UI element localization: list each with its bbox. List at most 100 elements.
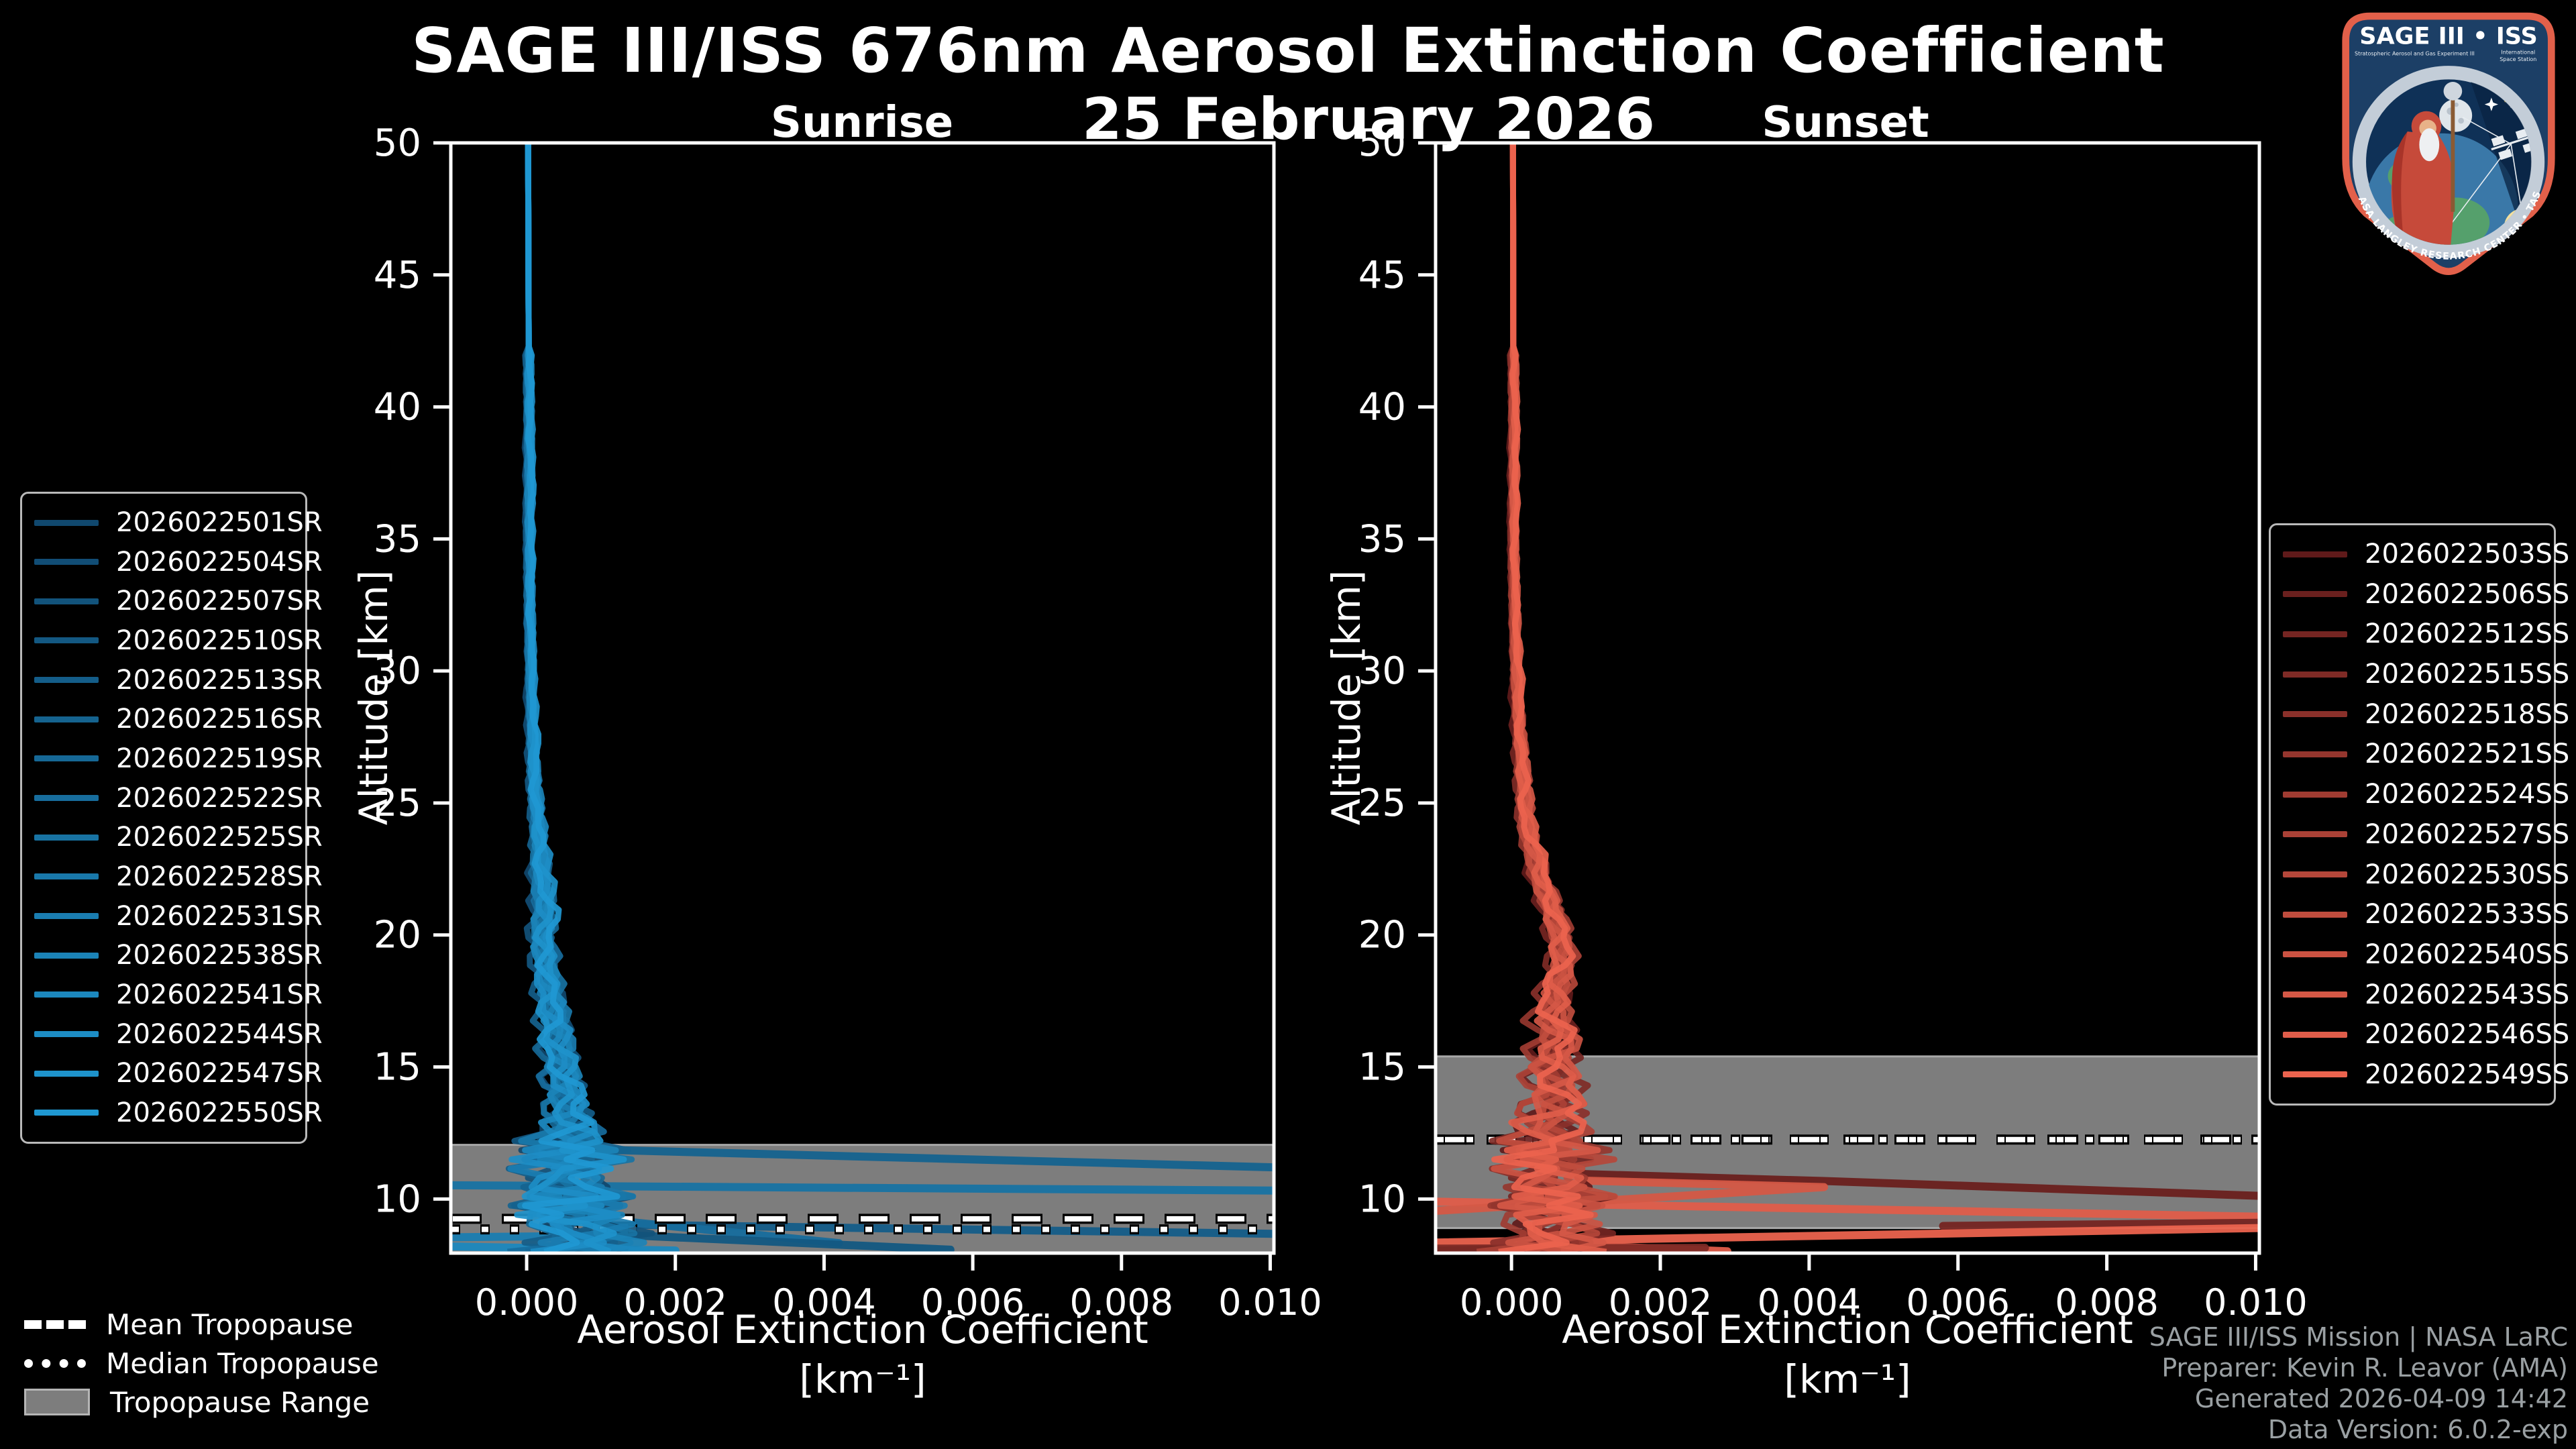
legend-event-id: 2026022503SS xyxy=(2365,539,2570,570)
legend-label: Median Tropopause xyxy=(106,1346,379,1380)
y-tick-label: 40 xyxy=(1358,386,1406,429)
legend-item: 2026022550SR xyxy=(34,1097,323,1128)
legend-item: 2026022549SS xyxy=(2283,1059,2569,1090)
legend-item: 2026022531SR xyxy=(34,901,323,932)
legend-event-id: 2026022538SR xyxy=(116,940,323,971)
legend-line-swatch xyxy=(34,637,99,644)
legend-event-id: 2026022543SS xyxy=(2365,979,2570,1010)
sunset-xaxis-label: Aerosol Extinction Coefficient xyxy=(1562,1307,2133,1352)
legend-item: 2026022510SR xyxy=(34,625,323,656)
sunset-xaxis-unit: [km⁻¹] xyxy=(1784,1356,1911,1402)
plot-frame xyxy=(449,141,1276,1255)
wizard-figure xyxy=(2391,82,2463,245)
patch-subtitle-right-1: International xyxy=(2501,50,2535,56)
legend-event-id: 2026022525SR xyxy=(116,822,323,853)
x-tick-label: 0.006 xyxy=(1906,1281,2010,1324)
legend-event-id: 2026022530SS xyxy=(2365,859,2570,890)
y-tick-label: 30 xyxy=(1358,649,1406,693)
y-tick-label: 30 xyxy=(374,649,421,693)
legend-item: 2026022501SR xyxy=(34,507,323,538)
legend-line-swatch xyxy=(34,519,99,526)
legend-event-id: 2026022547SR xyxy=(116,1058,323,1089)
legend-event-id: 2026022528SR xyxy=(116,861,323,892)
legend-item-median-tropopause: Median Tropopause xyxy=(24,1346,379,1380)
dashed-line-swatch xyxy=(24,1311,86,1338)
outlier-segment xyxy=(1574,1169,2259,1200)
legend-line-swatch xyxy=(34,1031,99,1038)
legend-event-id: 2026022544SR xyxy=(116,1018,323,1050)
legend-line-swatch xyxy=(34,598,99,604)
y-tick-label: 20 xyxy=(1358,914,1406,957)
x-tick-label: 0.002 xyxy=(623,1281,727,1324)
legend-event-id: 2026022541SR xyxy=(116,979,323,1010)
y-tick-label: 35 xyxy=(374,517,421,561)
profile-2026022550SR xyxy=(522,143,621,1253)
x-tick-label: 0.000 xyxy=(475,1281,579,1324)
legend-event-id: 2026022507SR xyxy=(116,586,323,617)
legend-item: 2026022541SR xyxy=(34,979,323,1010)
legend-item: 2026022518SS xyxy=(2283,699,2569,730)
legend-line-swatch xyxy=(34,677,99,684)
legend-line-swatch xyxy=(34,834,99,841)
legend-line-swatch xyxy=(2283,791,2347,798)
legend-item: 2026022538SR xyxy=(34,940,323,971)
legend-event-id: 2026022504SR xyxy=(116,546,323,578)
y-tick-label: 45 xyxy=(374,254,421,297)
y-tick-label: 40 xyxy=(374,386,421,429)
dotted-line-swatch xyxy=(24,1350,86,1377)
plot-frame xyxy=(1434,141,2261,1255)
legend-item: 2026022527SS xyxy=(2283,819,2569,850)
legend-line-swatch xyxy=(2283,1031,2347,1038)
legend-line-swatch xyxy=(2283,1071,2347,1078)
legend-line-swatch xyxy=(2283,871,2347,877)
patch-subtitle-right-2: Space Station xyxy=(2500,56,2536,62)
sunset-plot-area xyxy=(1436,143,2259,1253)
y-tick-label: 15 xyxy=(374,1046,421,1089)
band-swatch xyxy=(24,1389,90,1415)
legend-event-id: 2026022516SR xyxy=(116,704,323,735)
legend-item: 2026022525SR xyxy=(34,822,323,853)
legend-event-id: 2026022510SR xyxy=(116,625,323,656)
legend-item: 2026022507SR xyxy=(34,586,323,616)
legend-event-id: 2026022518SS xyxy=(2365,698,2570,730)
legend-event-id: 2026022533SS xyxy=(2365,899,2570,930)
legend-item: 2026022513SR xyxy=(34,665,323,696)
x-tick-label: 0.002 xyxy=(1609,1281,1713,1324)
legend-event-id: 2026022531SR xyxy=(116,900,323,932)
legend-item: 2026022533SS xyxy=(2283,899,2569,930)
x-tick-label: 0.006 xyxy=(921,1281,1025,1324)
legend-event-id: 2026022540SS xyxy=(2365,938,2570,970)
legend-item: 2026022546SS xyxy=(2283,1019,2569,1050)
legend-line-swatch xyxy=(2283,551,2347,557)
legend-item: 2026022512SS xyxy=(2283,619,2569,649)
legend-item: 2026022521SS xyxy=(2283,739,2569,769)
legend-line-swatch xyxy=(34,716,99,722)
outlier-segment xyxy=(1939,1218,2259,1230)
y-tick-label: 50 xyxy=(374,121,421,165)
legend-line-swatch xyxy=(34,559,99,566)
y-tick-label: 15 xyxy=(1358,1046,1406,1089)
legend-item: 2026022522SR xyxy=(34,783,323,814)
footer-line: Generated 2026-04-09 14:42 xyxy=(2194,1384,2568,1413)
legend-item: 2026022544SR xyxy=(34,1019,323,1050)
legend-event-id: 2026022515SS xyxy=(2365,659,2570,690)
legend-item: 2026022547SR xyxy=(34,1058,323,1089)
legend-item-tropopause-range: Tropopause Range xyxy=(24,1386,379,1419)
legend-line-swatch xyxy=(34,795,99,802)
legend-event-id: 2026022506SS xyxy=(2365,578,2570,610)
legend-event-id: 2026022524SS xyxy=(2365,779,2570,810)
y-tick-label: 35 xyxy=(1358,517,1406,561)
legend-line-swatch xyxy=(2283,991,2347,998)
x-tick-label: 0.000 xyxy=(1460,1281,1564,1324)
x-tick-label: 0.010 xyxy=(1218,1281,1322,1324)
sunset-panel-title: Sunset xyxy=(1762,98,1929,148)
legend-item: 2026022530SS xyxy=(2283,859,2569,890)
legend-line-swatch xyxy=(2283,831,2347,838)
x-tick-label: 0.008 xyxy=(1069,1281,1173,1324)
y-tick-label: 10 xyxy=(1358,1177,1406,1221)
legend-event-id: 2026022519SR xyxy=(116,743,323,774)
footer-line: Data Version: 6.0.2-exp xyxy=(2267,1415,2568,1444)
footer-line: Preparer: Kevin R. Leavor (AMA) xyxy=(2161,1353,2568,1383)
legend-line-swatch xyxy=(2283,951,2347,958)
sunrise-xaxis-label: Aerosol Extinction Coefficient xyxy=(577,1307,1148,1352)
